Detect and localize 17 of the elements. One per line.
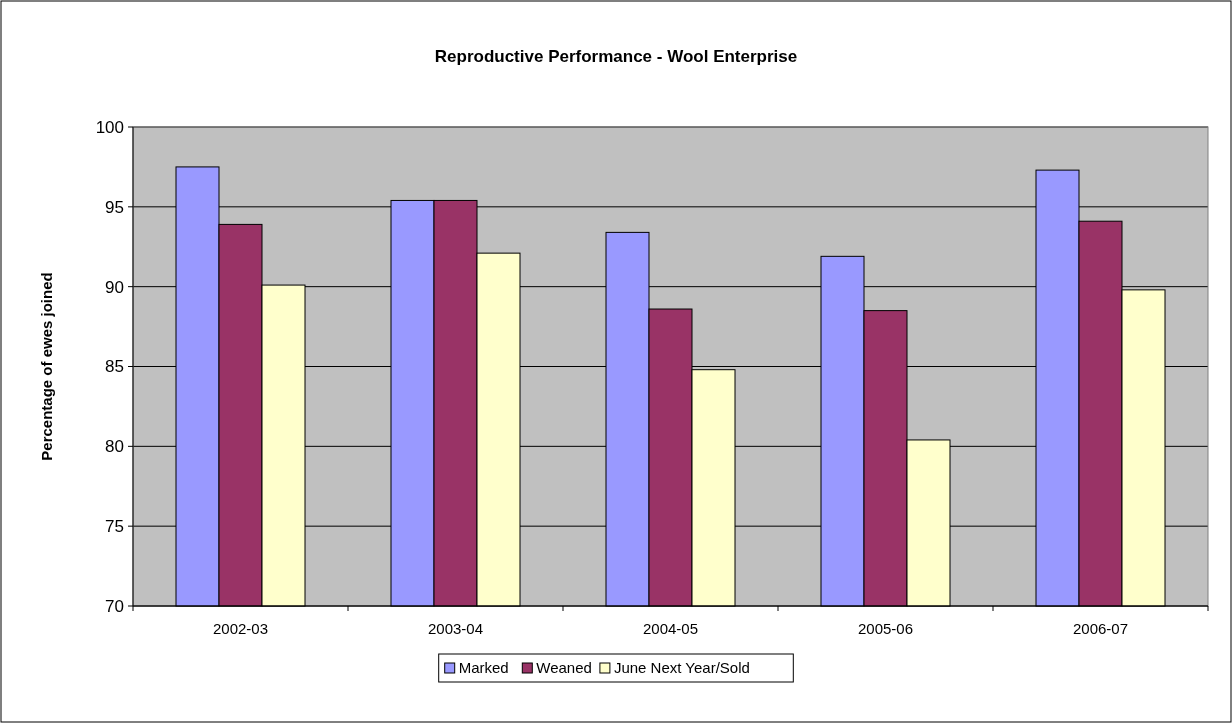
y-axis-title: Percentage of ewes joined [38, 272, 55, 461]
legend-label: Weaned [536, 659, 592, 677]
x-tick-label: 2003-04 [427, 620, 484, 637]
y-tick-label: 70 [105, 596, 124, 616]
chart-title: Reproductive Performance - Wool Enterprise [434, 47, 798, 66]
legend-label: June Next Year/Sold [613, 659, 750, 677]
y-tick-label: 80 [105, 437, 124, 457]
x-tick-label: 2002-03 [212, 620, 269, 637]
x-tick-label: 2006-07 [1072, 620, 1129, 637]
x-tick-label: 2005-06 [857, 620, 914, 637]
y-tick-label: 90 [105, 277, 124, 297]
y-tick-label: 100 [95, 117, 124, 137]
x-tick-label: 2004-05 [642, 620, 699, 637]
y-tick-label: 85 [105, 357, 124, 377]
legend-label: Marked [458, 659, 509, 677]
y-tick-label: 95 [105, 197, 124, 217]
y-tick-label: 75 [105, 517, 124, 537]
